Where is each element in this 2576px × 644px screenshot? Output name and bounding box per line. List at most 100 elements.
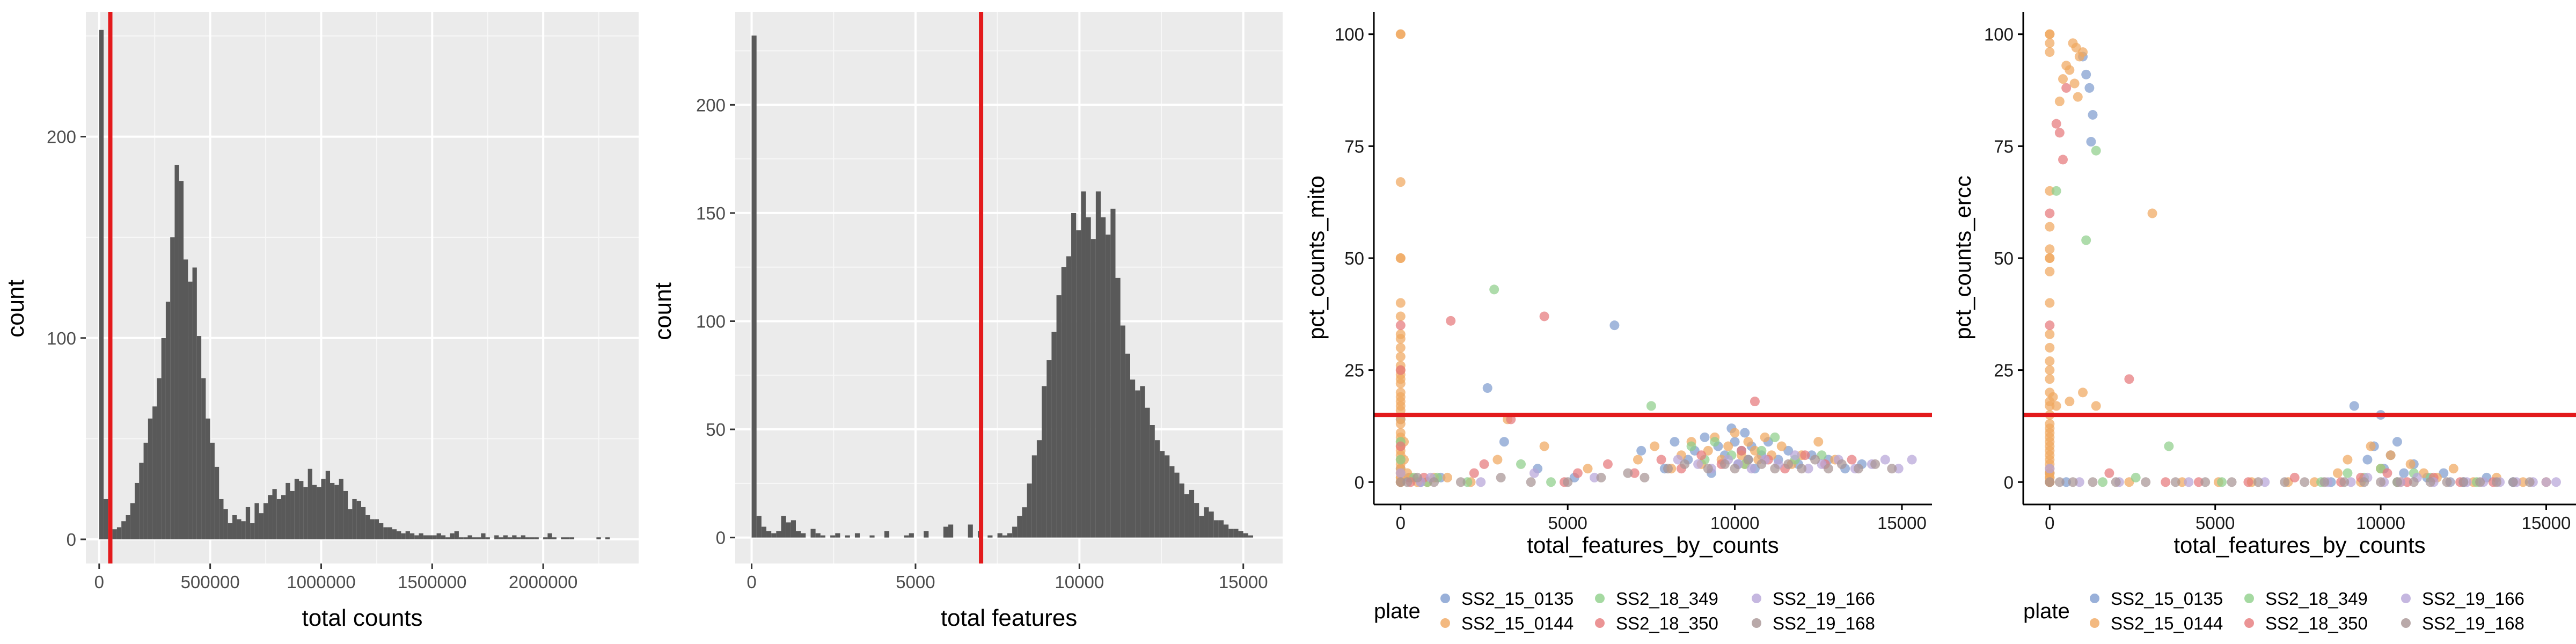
data-point [1443, 472, 1453, 482]
data-point [1757, 445, 1767, 456]
x-axis-label: total counts [302, 605, 422, 631]
y-tick-label: 0 [1355, 472, 1364, 492]
y-tick-label: 200 [47, 127, 76, 147]
histogram-bar [1091, 239, 1096, 538]
data-point [1412, 472, 1422, 482]
data-point [2045, 244, 2055, 254]
histogram-bar [330, 482, 335, 539]
histogram-panel-1: 0 500000 1000000 1500000 2000000 0 100 200 total… [3, 12, 639, 631]
y-tick-label: 25 [1344, 361, 1364, 380]
histogram-bar [308, 469, 312, 539]
x-tick-label: 0 [1396, 513, 1406, 533]
data-point [1686, 441, 1696, 451]
data-point [1489, 284, 1499, 295]
histogram-bar [379, 523, 384, 539]
histogram-bar [206, 418, 210, 539]
histogram-bar [1076, 230, 1081, 538]
histogram-bar [1204, 507, 1209, 538]
data-point [1395, 298, 1406, 308]
series-ss2-15-0135 [2045, 52, 2518, 487]
histogram-bar [343, 491, 348, 539]
data-point [1539, 311, 1549, 321]
data-point [2081, 69, 2091, 79]
data-point [1609, 320, 1620, 331]
histogram-bar [1194, 503, 1199, 538]
histogram-bar [135, 482, 140, 539]
x-tick-label: 0 [2045, 513, 2054, 533]
data-point [2045, 208, 2055, 218]
data-point [2346, 477, 2356, 487]
data-point [1636, 445, 1646, 456]
histogram-bar [605, 537, 610, 539]
data-point [1516, 459, 1526, 469]
histogram-bar [237, 519, 241, 539]
data-point [1395, 419, 1406, 429]
data-point [1803, 464, 1813, 474]
histogram-bar [1081, 191, 1086, 538]
legend-label: SS2_19_166 [1773, 589, 1875, 609]
data-point [2073, 92, 2083, 102]
histogram-bar [1159, 451, 1165, 538]
y-tick-label: 100 [1984, 25, 2014, 45]
histogram-bar [143, 442, 148, 539]
histogram-bar [1101, 217, 1106, 538]
data-point [2147, 208, 2157, 218]
x-tick-label: 15000 [1219, 572, 1268, 592]
histogram-bar [339, 479, 343, 539]
legend-key [2244, 594, 2254, 603]
y-axis-label: count [650, 282, 676, 340]
histogram-bar [276, 499, 282, 539]
x-tick-label: 0 [94, 572, 104, 592]
histogram-bar [463, 537, 468, 539]
series-ss2-19-168 [2045, 477, 2535, 487]
histogram-bar [1189, 489, 1195, 538]
y-tick-label: 200 [696, 95, 726, 115]
data-point [1395, 477, 1406, 487]
histogram-bar [458, 537, 464, 539]
data-point [1737, 445, 1747, 456]
histogram-bar [423, 535, 428, 539]
histogram-bar [436, 533, 441, 539]
data-point [2088, 109, 2098, 120]
legend-key [2090, 594, 2099, 603]
histogram-bar [869, 535, 875, 538]
data-point [2319, 477, 2330, 487]
histogram-bar [948, 524, 954, 538]
histogram-bar [485, 537, 490, 539]
histogram-bar [232, 515, 237, 539]
histogram-bar [428, 535, 433, 539]
data-point [2061, 61, 2072, 71]
histogram-bar [1135, 390, 1140, 538]
histogram-bar [1248, 535, 1254, 538]
histogram-bar [924, 531, 929, 538]
histogram-bar [303, 487, 308, 539]
histogram-bar [1066, 256, 1072, 538]
histogram-bar [397, 531, 401, 539]
data-point [1492, 455, 1503, 465]
legend-label: SS2_15_0144 [2111, 613, 2223, 633]
histogram-bar [1095, 191, 1101, 538]
data-point [2074, 477, 2084, 487]
histogram-bar [321, 479, 326, 539]
histogram-bar [1243, 533, 1248, 538]
data-point [2332, 468, 2343, 478]
histogram-bar [228, 523, 233, 539]
histogram-bar [383, 527, 388, 539]
legend-title: plate [1374, 599, 1421, 623]
data-point [2402, 477, 2412, 487]
histogram-bar [1218, 520, 1224, 538]
data-point [2045, 464, 2055, 474]
histogram-bar [268, 495, 273, 539]
data-point [2382, 468, 2392, 478]
y-tick-label: 100 [1335, 25, 1364, 45]
histogram-bar [414, 535, 419, 539]
data-point [2058, 74, 2068, 84]
data-point [1583, 464, 1593, 474]
histogram-bar [374, 519, 379, 539]
data-point [2541, 477, 2551, 487]
histogram-bar [1012, 526, 1018, 538]
data-point [1590, 472, 1600, 482]
series-ss2-15-0144 [1395, 29, 1840, 487]
x-tick-label: 10000 [1710, 513, 1760, 533]
histogram-bar [1056, 295, 1062, 538]
